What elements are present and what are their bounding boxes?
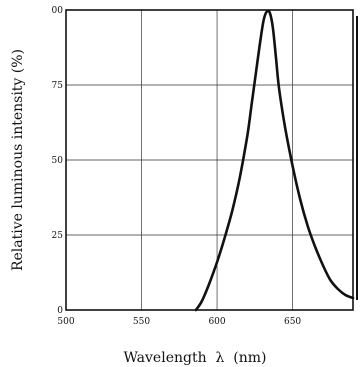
y-tick-label: 50 — [52, 156, 64, 166]
x-tick-labels: 500 550 600 650 — [57, 317, 301, 327]
plot-frame — [65, 9, 354, 311]
x-tick-label: 550 — [133, 317, 150, 327]
y-tick-label: 00 — [52, 6, 64, 16]
x-tick-label: 500 — [57, 317, 74, 327]
series-line — [194, 9, 355, 312]
y-axis-label: Relative luminous intensity (%) — [10, 49, 26, 271]
y-tick-labels: 0 25 50 75 00 — [52, 6, 64, 316]
x-tick-label: 650 — [284, 317, 301, 327]
y-tick-label: 0 — [57, 306, 63, 316]
y-tick-label: 25 — [52, 231, 64, 241]
y-tick-label: 75 — [52, 81, 64, 91]
x-tick-label: 600 — [208, 317, 225, 327]
x-axis-label: Wavelength λ (nm) — [124, 350, 267, 366]
grid-lines — [66, 10, 353, 310]
